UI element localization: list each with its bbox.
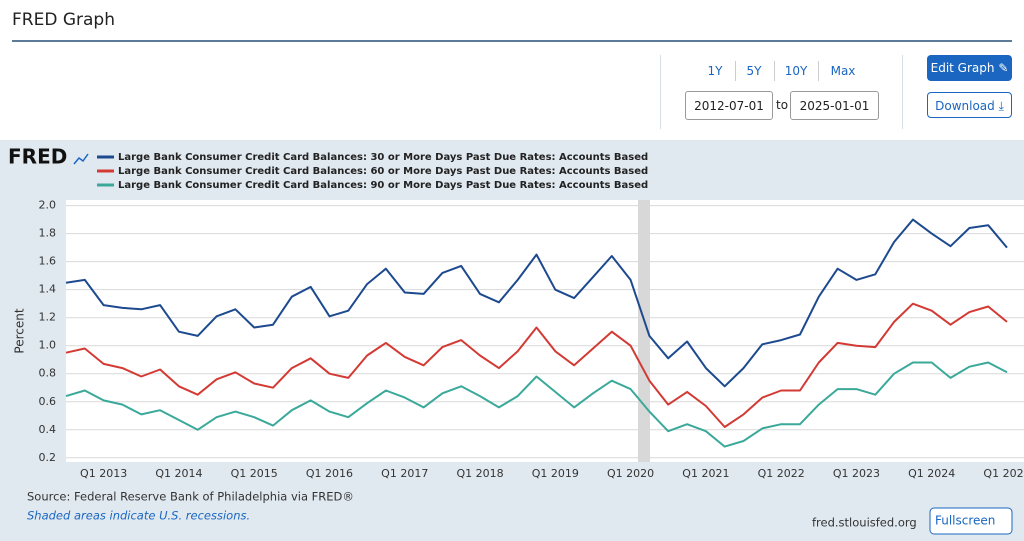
x-tick-label: Q1 2017 xyxy=(381,467,428,480)
y-tick-label: 1.4 xyxy=(39,283,57,296)
range-link[interactable]: 5Y xyxy=(746,64,762,78)
source: Source: Federal Reserve Bank of Philadel… xyxy=(27,490,354,504)
recession-shade xyxy=(638,200,650,462)
legend-label: Large Bank Consumer Credit Card Balances… xyxy=(118,166,648,177)
download-button[interactable]: Download ⤓ xyxy=(927,92,1012,118)
y-tick-label: 1.2 xyxy=(39,311,57,324)
plot-area xyxy=(66,200,1024,462)
legend-label: Large Bank Consumer Credit Card Balances… xyxy=(118,152,648,163)
chart: FRED Percent Source: Federal Reserve Ban… xyxy=(0,140,1024,541)
site-url: fred.stlouisfed.org xyxy=(812,516,917,530)
x-tick-label: Q1 2014 xyxy=(155,467,202,480)
y-tick-label: 1.0 xyxy=(39,339,57,352)
x-tick-label: Q1 2016 xyxy=(306,467,353,480)
series-line xyxy=(65,218,1008,388)
x-tick-label: Q1 2018 xyxy=(456,467,503,480)
x-tick-label: Q1 2024 xyxy=(908,467,955,480)
title-rule xyxy=(12,40,1012,42)
download-label: Download xyxy=(935,99,995,113)
y-tick-label: 0.8 xyxy=(39,367,57,380)
to-label: to xyxy=(776,98,789,112)
y-tick-label: 0.2 xyxy=(39,451,57,464)
fullscreen-button[interactable] xyxy=(929,507,1013,535)
series-line xyxy=(65,302,1008,428)
recession-note[interactable]: Shaded areas indicate U.S. recessions. xyxy=(27,509,250,523)
y-tick-label: 0.6 xyxy=(39,395,57,408)
y-tick-label: 0.4 xyxy=(39,423,57,436)
legend-label: Large Bank Consumer Credit Card Balances… xyxy=(118,180,648,191)
y-axis-label: Percent xyxy=(13,308,27,353)
fullscreen-label[interactable]: Fullscreen xyxy=(935,514,995,528)
y-tick-label: 1.6 xyxy=(39,255,57,268)
x-tick-label: Q1 2015 xyxy=(231,467,278,480)
range-link[interactable]: Max xyxy=(830,64,856,78)
x-tick-label: Q1 2022 xyxy=(758,467,805,480)
separator xyxy=(660,55,661,129)
end-date-input[interactable]: 2025-01-01 xyxy=(790,91,879,120)
edit-graph-button[interactable]: Edit Graph ✎ xyxy=(927,55,1012,81)
start-date-input[interactable]: 2012-07-01 xyxy=(685,91,773,120)
x-tick-label: Q1 2025 xyxy=(983,467,1024,480)
separator xyxy=(774,61,775,81)
edit-label: Edit Graph xyxy=(930,61,995,75)
x-tick-label: Q1 2013 xyxy=(80,467,127,480)
range-link[interactable]: 1Y xyxy=(707,64,723,78)
range-link[interactable]: 10Y xyxy=(784,64,808,78)
x-tick-label: Q1 2023 xyxy=(833,467,880,480)
separator xyxy=(818,61,819,81)
separator xyxy=(902,55,903,129)
series-line xyxy=(65,361,1008,448)
y-tick-label: 2.0 xyxy=(39,199,57,212)
x-tick-label: Q1 2020 xyxy=(607,467,654,480)
x-tick-label: Q1 2021 xyxy=(682,467,729,480)
fred-logo: FRED xyxy=(8,145,67,169)
page-title: FRED Graph xyxy=(12,10,115,30)
y-tick-label: 1.8 xyxy=(39,227,57,240)
x-tick-label: Q1 2019 xyxy=(532,467,579,480)
logo-icon xyxy=(73,153,89,165)
separator xyxy=(735,61,736,81)
